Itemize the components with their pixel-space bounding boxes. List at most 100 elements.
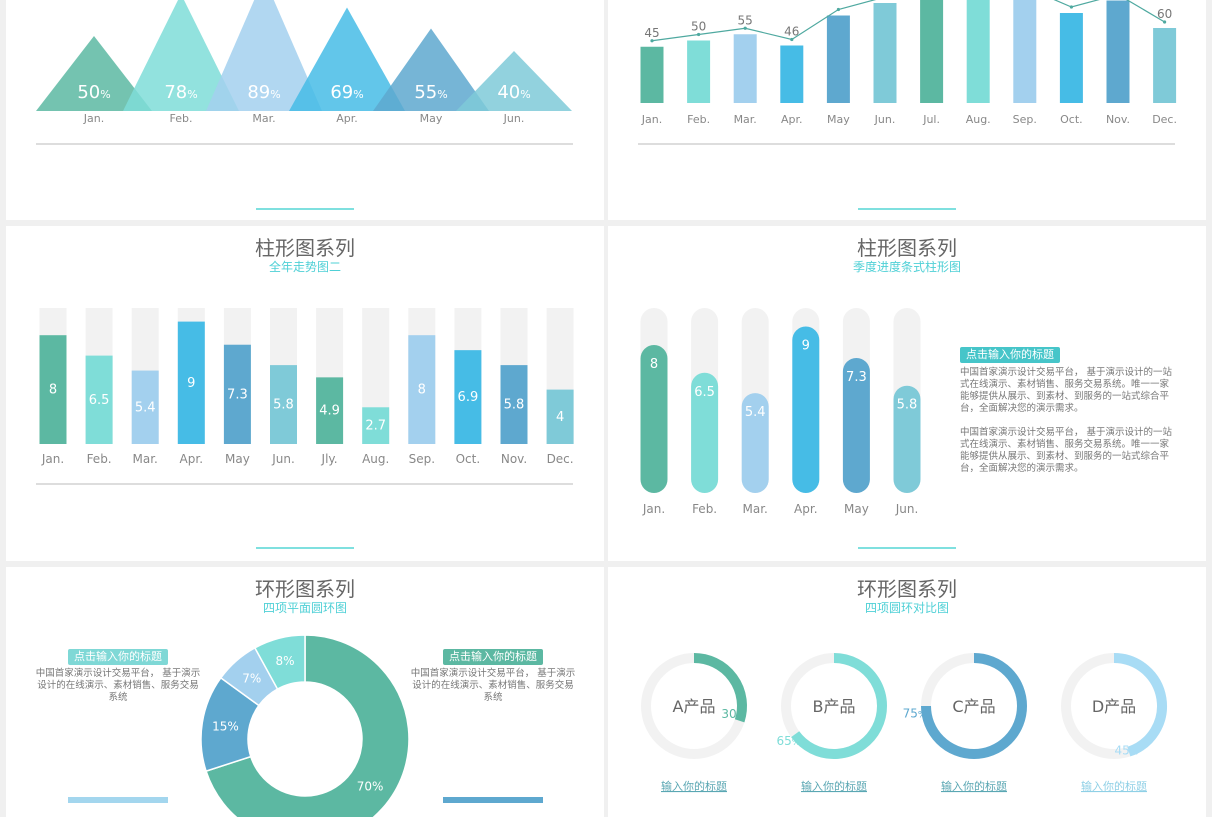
right-bottom-tag-stub xyxy=(443,797,543,803)
ring-item-title: 输入你的标题 xyxy=(801,779,867,793)
bar-value-label: 8 xyxy=(650,357,658,372)
bar-value-label: 7.3 xyxy=(227,387,248,402)
panel-ring-comparison: 环形图系列 四项圆环对比图 A产品 30% 输入你的标题 B产品 65% 输入你的标题 C产… xyxy=(608,567,1206,817)
right-text-block: 点击输入你的标题 中国首家演示设计交易平台， 基于演示设计的在线演示、素材销售、… xyxy=(409,649,577,704)
triangle-value-label: 89% xyxy=(247,82,280,103)
data-label: 60 xyxy=(1157,7,1172,21)
x-tick-label: Oct. xyxy=(456,452,481,466)
bar-value-label: 4.9 xyxy=(319,404,340,419)
donut-chart: 70% 15% 7% 8% xyxy=(200,634,410,817)
ring-item-title: 输入你的标题 xyxy=(941,779,1007,793)
x-tick-label: Nov. xyxy=(501,452,527,466)
bar-value-label: 6.9 xyxy=(458,390,479,405)
ring-product-label: A产品 xyxy=(673,697,716,716)
ring-value-label: 65% xyxy=(776,734,800,748)
bar-value-label: 4 xyxy=(556,410,564,425)
triangle-mark xyxy=(456,51,572,111)
bar-mark xyxy=(792,326,820,493)
trend-point xyxy=(836,7,840,12)
bar-mark xyxy=(1013,0,1037,103)
title-underline xyxy=(858,208,956,210)
slice-label: 15% xyxy=(212,719,239,733)
panel-title: 柱形图系列 xyxy=(255,236,355,260)
bar-value-label: 8 xyxy=(418,383,426,398)
data-label: 45 xyxy=(644,26,659,40)
x-tick-label: Oct. xyxy=(1060,113,1083,126)
panel-progress-bar-chart: 柱形图系列 季度进度条式柱形图 8 Jan. 6.5 Feb. 5.4 Mar. 9 Apr.… xyxy=(608,226,1206,561)
x-tick-label: Jan. xyxy=(41,452,64,466)
ring-value-label: 75% xyxy=(903,706,927,720)
x-tick-label: Apr. xyxy=(781,113,803,126)
left-text-block: 点击输入你的标题 中国首家演示设计交易平台， 基于演示设计的在线演示、素材销售、… xyxy=(34,649,202,704)
bar-value-label: 6.5 xyxy=(89,393,110,408)
x-tick-label: Feb. xyxy=(692,502,717,516)
ring-progress xyxy=(791,653,887,759)
bar-mark xyxy=(893,385,921,493)
x-tick-label: Sep. xyxy=(409,452,435,466)
ring-progress xyxy=(1113,653,1167,757)
bar-value-label: 7.3 xyxy=(846,370,867,385)
bar-mark xyxy=(316,377,344,444)
slice-label: 70% xyxy=(357,779,384,793)
bar-value-label: 5.8 xyxy=(897,398,918,413)
title-underline xyxy=(256,208,354,210)
bar-value-label: 6.5 xyxy=(694,385,715,400)
bar-mark xyxy=(177,321,205,444)
triangle-value-label: 78% xyxy=(164,82,197,103)
x-tick-label: Apr. xyxy=(336,112,358,125)
x-tick-label: Mar. xyxy=(743,502,768,516)
left-tag[interactable]: 点击输入你的标题 xyxy=(68,649,168,665)
x-tick-label: May xyxy=(420,112,443,125)
x-tick-label: Apr. xyxy=(794,502,817,516)
bar-mark xyxy=(85,355,113,444)
bar-mark xyxy=(1153,28,1177,103)
left-text: 中国首家演示设计交易平台， 基于演示设计的在线演示、素材销售、服务交易系统 xyxy=(35,668,201,703)
data-label: 55 xyxy=(738,13,753,27)
ring-comparison-chart: A产品 30% 输入你的标题 B产品 65% 输入你的标题 C产品 75% 输入你的标题 D产品 4… xyxy=(641,653,1167,793)
title-underline xyxy=(256,547,354,549)
panel-subtitle: 四项平面圆环图 xyxy=(262,601,347,615)
bar-mark xyxy=(640,46,664,103)
ring-item-title: 输入你的标题 xyxy=(1081,779,1147,793)
bar-mark xyxy=(131,370,159,444)
x-tick-label: Mar. xyxy=(252,112,275,125)
trend-point xyxy=(697,32,701,37)
info-text-block: 点击输入你的标题 中国首家演示设计交易平台， 基于演示设计的一站式在线演示、素材… xyxy=(960,347,1178,475)
triangle-value-label: 40% xyxy=(497,82,530,103)
bar-value-label: 9 xyxy=(802,339,810,354)
bar-mark xyxy=(873,3,897,103)
ring-product-label: B产品 xyxy=(813,697,856,716)
ring-value-label: 30% xyxy=(721,707,745,721)
bar-value-label: 5.8 xyxy=(504,398,525,413)
info-tag[interactable]: 点击输入你的标题 xyxy=(960,347,1060,363)
panel-subtitle: 季度进度条式柱形图 xyxy=(852,260,961,274)
x-tick-label: Dec. xyxy=(547,452,574,466)
slice-label: 8% xyxy=(275,654,294,668)
x-tick-label: Jun. xyxy=(895,502,919,516)
bar-mark xyxy=(640,345,668,493)
x-tick-label: Jun. xyxy=(874,113,896,126)
triangle-mark xyxy=(373,28,489,111)
trend-point xyxy=(650,39,654,43)
trend-point xyxy=(743,26,747,30)
bar-mark xyxy=(920,0,944,103)
bar-mark xyxy=(966,0,990,103)
x-tick-label: May xyxy=(844,502,869,516)
x-tick-label: Mar. xyxy=(133,452,158,466)
panel-donut-chart: 环形图系列 四项平面圆环图 70% 15% 7% 8% 点击输入你的标题 中国首家演示… xyxy=(6,567,604,817)
right-tag[interactable]: 点击输入你的标题 xyxy=(443,649,543,665)
panel-title: 环形图系列 xyxy=(857,577,957,601)
bar-mark xyxy=(691,372,719,493)
triangle-mark xyxy=(36,36,152,111)
triangle-mark xyxy=(206,0,322,111)
bar-mark xyxy=(687,40,711,103)
bar-mark xyxy=(826,15,850,103)
bar-mark xyxy=(408,335,436,444)
triangle-chart: 50% Jan. 78% Feb. 89% Mar. 69% Apr. 55% May 40% Jun… xyxy=(36,0,573,145)
info-paragraph-1: 中国首家演示设计交易平台， 基于演示设计的一站式在线演示、素材销售、服务交易系统… xyxy=(960,367,1173,414)
trend-point xyxy=(790,37,794,42)
ring-product-label: C产品 xyxy=(952,697,995,716)
slice-label: 7% xyxy=(242,672,261,686)
data-label: 50 xyxy=(691,20,706,34)
x-tick-label: May xyxy=(827,113,850,126)
